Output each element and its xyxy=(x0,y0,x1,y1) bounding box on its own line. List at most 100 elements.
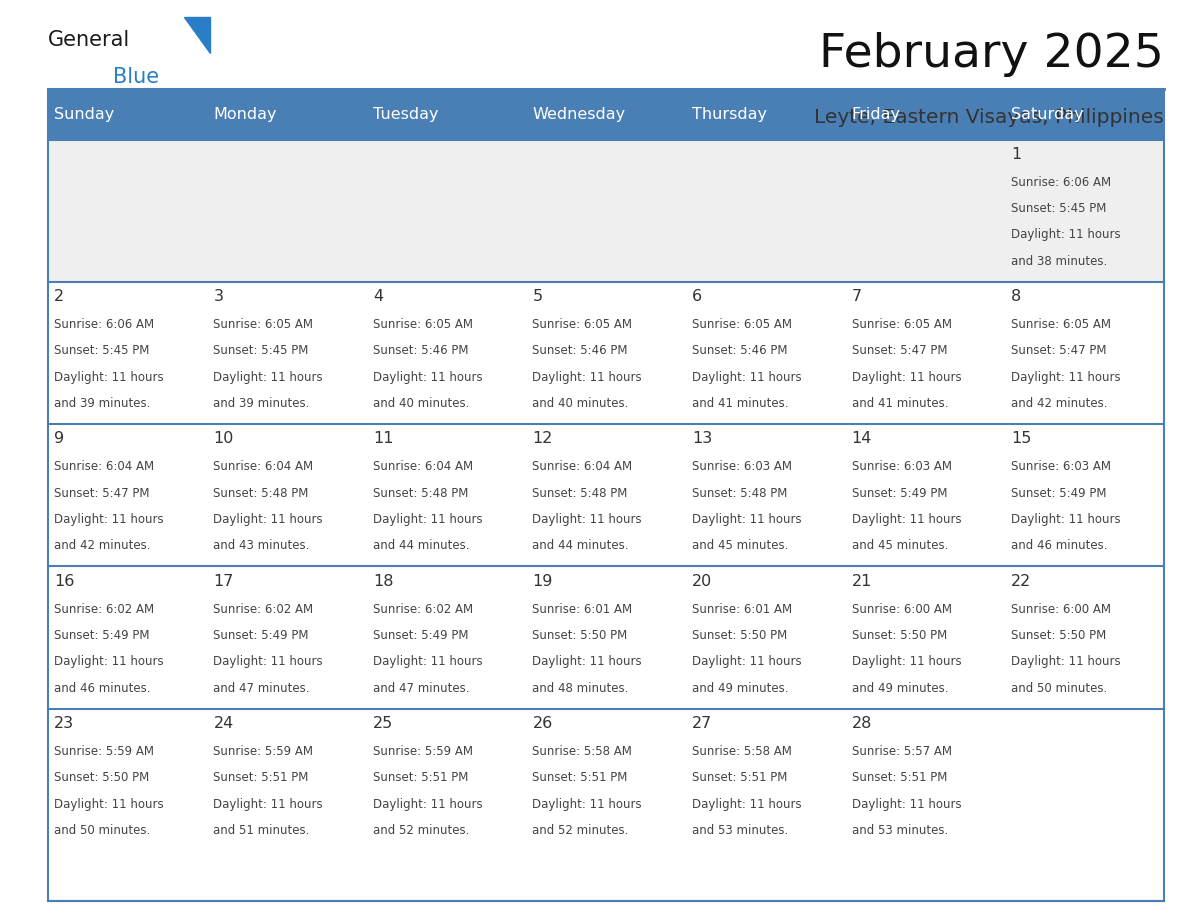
Text: Daylight: 11 hours: Daylight: 11 hours xyxy=(373,371,482,384)
Text: Daylight: 11 hours: Daylight: 11 hours xyxy=(373,513,482,526)
Text: 19: 19 xyxy=(532,574,552,588)
Text: Daylight: 11 hours: Daylight: 11 hours xyxy=(214,655,323,668)
Text: Sunset: 5:48 PM: Sunset: 5:48 PM xyxy=(373,487,468,499)
Text: Sunrise: 6:05 AM: Sunrise: 6:05 AM xyxy=(693,319,792,331)
Text: Sunrise: 6:03 AM: Sunrise: 6:03 AM xyxy=(693,461,792,474)
Text: Monday: Monday xyxy=(214,106,277,122)
Text: Sunday: Sunday xyxy=(53,106,114,122)
Text: 16: 16 xyxy=(53,574,75,588)
Text: 8: 8 xyxy=(1011,289,1022,304)
Text: Sunset: 5:49 PM: Sunset: 5:49 PM xyxy=(214,629,309,642)
Text: Sunset: 5:49 PM: Sunset: 5:49 PM xyxy=(373,629,468,642)
Text: Daylight: 11 hours: Daylight: 11 hours xyxy=(852,371,961,384)
Text: Sunset: 5:45 PM: Sunset: 5:45 PM xyxy=(1011,202,1106,215)
Text: Sunset: 5:48 PM: Sunset: 5:48 PM xyxy=(532,487,628,499)
Text: Daylight: 11 hours: Daylight: 11 hours xyxy=(53,798,164,811)
Text: Daylight: 11 hours: Daylight: 11 hours xyxy=(532,371,643,384)
Text: 22: 22 xyxy=(1011,574,1031,588)
Text: Sunrise: 6:02 AM: Sunrise: 6:02 AM xyxy=(214,603,314,616)
Text: Sunrise: 6:04 AM: Sunrise: 6:04 AM xyxy=(373,461,473,474)
Text: Sunrise: 6:05 AM: Sunrise: 6:05 AM xyxy=(214,319,314,331)
Text: and 40 minutes.: and 40 minutes. xyxy=(373,397,469,410)
Text: Daylight: 11 hours: Daylight: 11 hours xyxy=(53,371,164,384)
Text: and 50 minutes.: and 50 minutes. xyxy=(1011,682,1107,695)
Text: and 41 minutes.: and 41 minutes. xyxy=(852,397,948,410)
Text: Daylight: 11 hours: Daylight: 11 hours xyxy=(373,798,482,811)
Text: Daylight: 11 hours: Daylight: 11 hours xyxy=(852,655,961,668)
Text: Sunset: 5:50 PM: Sunset: 5:50 PM xyxy=(53,771,150,784)
Text: Sunrise: 5:58 AM: Sunrise: 5:58 AM xyxy=(532,745,632,758)
Text: and 52 minutes.: and 52 minutes. xyxy=(532,824,628,837)
Text: Sunset: 5:46 PM: Sunset: 5:46 PM xyxy=(532,344,628,357)
Text: 6: 6 xyxy=(693,289,702,304)
Text: 27: 27 xyxy=(693,716,713,731)
Text: and 39 minutes.: and 39 minutes. xyxy=(214,397,310,410)
Text: Leyte, Eastern Visayas, Philippines: Leyte, Eastern Visayas, Philippines xyxy=(815,108,1164,128)
Text: 3: 3 xyxy=(214,289,223,304)
Text: and 46 minutes.: and 46 minutes. xyxy=(53,682,151,695)
Text: Thursday: Thursday xyxy=(693,106,767,122)
Text: Sunrise: 6:05 AM: Sunrise: 6:05 AM xyxy=(1011,319,1111,331)
Text: Sunrise: 5:58 AM: Sunrise: 5:58 AM xyxy=(693,745,792,758)
Text: and 42 minutes.: and 42 minutes. xyxy=(53,540,151,553)
Text: Sunrise: 6:05 AM: Sunrise: 6:05 AM xyxy=(373,319,473,331)
Text: Sunrise: 6:06 AM: Sunrise: 6:06 AM xyxy=(1011,176,1111,189)
Text: Sunset: 5:51 PM: Sunset: 5:51 PM xyxy=(693,771,788,784)
Text: 17: 17 xyxy=(214,574,234,588)
Text: Sunset: 5:50 PM: Sunset: 5:50 PM xyxy=(1011,629,1106,642)
Text: Daylight: 11 hours: Daylight: 11 hours xyxy=(1011,229,1120,241)
Text: Sunset: 5:51 PM: Sunset: 5:51 PM xyxy=(852,771,947,784)
Text: and 44 minutes.: and 44 minutes. xyxy=(373,540,469,553)
Text: Sunrise: 6:03 AM: Sunrise: 6:03 AM xyxy=(1011,461,1111,474)
Text: and 53 minutes.: and 53 minutes. xyxy=(852,824,948,837)
Text: Sunset: 5:51 PM: Sunset: 5:51 PM xyxy=(214,771,309,784)
Text: 2: 2 xyxy=(53,289,64,304)
Text: Tuesday: Tuesday xyxy=(373,106,438,122)
Text: Sunrise: 6:04 AM: Sunrise: 6:04 AM xyxy=(532,461,633,474)
Text: Blue: Blue xyxy=(113,67,159,87)
Text: 23: 23 xyxy=(53,716,74,731)
Text: Sunrise: 6:02 AM: Sunrise: 6:02 AM xyxy=(53,603,154,616)
Text: Sunset: 5:48 PM: Sunset: 5:48 PM xyxy=(214,487,309,499)
Text: Daylight: 11 hours: Daylight: 11 hours xyxy=(852,798,961,811)
Text: Daylight: 11 hours: Daylight: 11 hours xyxy=(532,798,643,811)
Text: Sunset: 5:48 PM: Sunset: 5:48 PM xyxy=(693,487,788,499)
Text: Sunrise: 6:01 AM: Sunrise: 6:01 AM xyxy=(693,603,792,616)
Text: Daylight: 11 hours: Daylight: 11 hours xyxy=(693,798,802,811)
Text: 4: 4 xyxy=(373,289,383,304)
Text: 5: 5 xyxy=(532,289,543,304)
Text: Daylight: 11 hours: Daylight: 11 hours xyxy=(1011,513,1120,526)
Text: and 39 minutes.: and 39 minutes. xyxy=(53,397,150,410)
Text: Daylight: 11 hours: Daylight: 11 hours xyxy=(693,655,802,668)
Text: Sunrise: 5:57 AM: Sunrise: 5:57 AM xyxy=(852,745,952,758)
Text: 11: 11 xyxy=(373,431,393,446)
Text: and 48 minutes.: and 48 minutes. xyxy=(532,682,628,695)
Text: Saturday: Saturday xyxy=(1011,106,1083,122)
Text: Daylight: 11 hours: Daylight: 11 hours xyxy=(53,513,164,526)
Text: General: General xyxy=(48,30,129,50)
Text: Sunset: 5:45 PM: Sunset: 5:45 PM xyxy=(214,344,309,357)
Text: and 47 minutes.: and 47 minutes. xyxy=(214,682,310,695)
Text: Daylight: 11 hours: Daylight: 11 hours xyxy=(373,655,482,668)
Text: Sunset: 5:47 PM: Sunset: 5:47 PM xyxy=(1011,344,1106,357)
Text: and 53 minutes.: and 53 minutes. xyxy=(693,824,789,837)
Text: Sunset: 5:49 PM: Sunset: 5:49 PM xyxy=(1011,487,1106,499)
Text: Friday: Friday xyxy=(852,106,901,122)
Text: Sunset: 5:47 PM: Sunset: 5:47 PM xyxy=(53,487,150,499)
Text: 7: 7 xyxy=(852,289,861,304)
Text: Sunrise: 6:00 AM: Sunrise: 6:00 AM xyxy=(852,603,952,616)
Text: Daylight: 11 hours: Daylight: 11 hours xyxy=(214,798,323,811)
Text: 14: 14 xyxy=(852,431,872,446)
Text: Sunset: 5:46 PM: Sunset: 5:46 PM xyxy=(693,344,788,357)
Text: Sunset: 5:47 PM: Sunset: 5:47 PM xyxy=(852,344,947,357)
Text: and 52 minutes.: and 52 minutes. xyxy=(373,824,469,837)
Text: Sunrise: 6:02 AM: Sunrise: 6:02 AM xyxy=(373,603,473,616)
Text: and 46 minutes.: and 46 minutes. xyxy=(1011,540,1107,553)
Text: Sunrise: 5:59 AM: Sunrise: 5:59 AM xyxy=(373,745,473,758)
Text: Sunrise: 6:04 AM: Sunrise: 6:04 AM xyxy=(214,461,314,474)
Text: and 44 minutes.: and 44 minutes. xyxy=(532,540,628,553)
Text: Daylight: 11 hours: Daylight: 11 hours xyxy=(1011,371,1120,384)
Text: Daylight: 11 hours: Daylight: 11 hours xyxy=(1011,655,1120,668)
Text: and 49 minutes.: and 49 minutes. xyxy=(693,682,789,695)
Text: 21: 21 xyxy=(852,574,872,588)
